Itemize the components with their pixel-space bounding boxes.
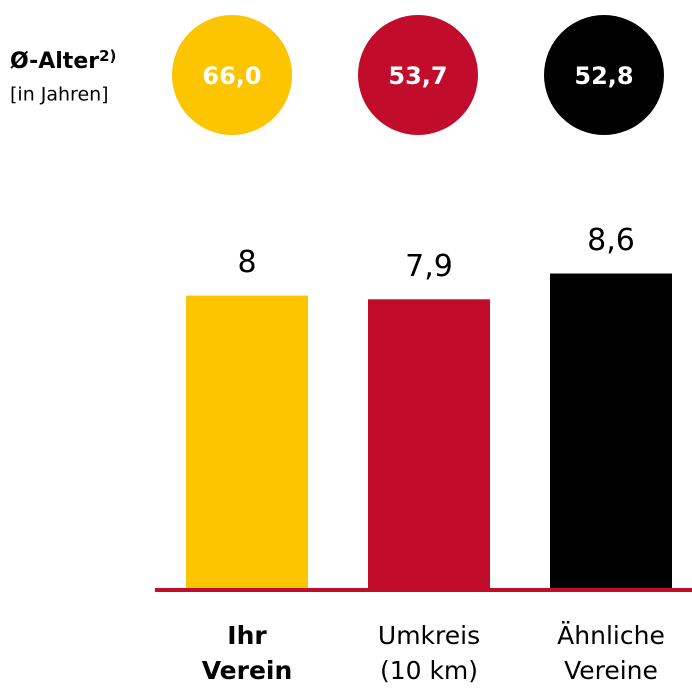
bar: [186, 295, 308, 590]
age-footnote: 2): [99, 47, 116, 65]
x-tick-label: Vereine: [564, 656, 658, 685]
age-unit: [in Jahren]: [10, 84, 109, 106]
age-value-label: 66,0: [202, 62, 261, 90]
age-circle: [544, 15, 664, 135]
age-circle: [172, 15, 292, 135]
x-tick-label: Verein: [202, 656, 293, 685]
x-tick-label: Umkreis: [378, 621, 480, 650]
bar: [550, 273, 672, 590]
age-value-label: 53,7: [388, 62, 447, 90]
age-label: Ø-Alter2): [10, 47, 116, 75]
bar-value-label: 8: [237, 245, 256, 280]
bar-value-label: 8,6: [587, 223, 635, 258]
age-circle: [358, 15, 478, 135]
x-tick-label: Ihr: [227, 621, 267, 650]
bar: [368, 299, 490, 590]
age-label-text: Ø-Alter: [10, 49, 99, 74]
x-tick-label: (10 km): [380, 656, 478, 685]
x-tick-label: Ähnliche: [557, 621, 665, 650]
bar-value-label: 7,9: [405, 249, 453, 284]
age-value-label: 52,8: [574, 62, 633, 90]
